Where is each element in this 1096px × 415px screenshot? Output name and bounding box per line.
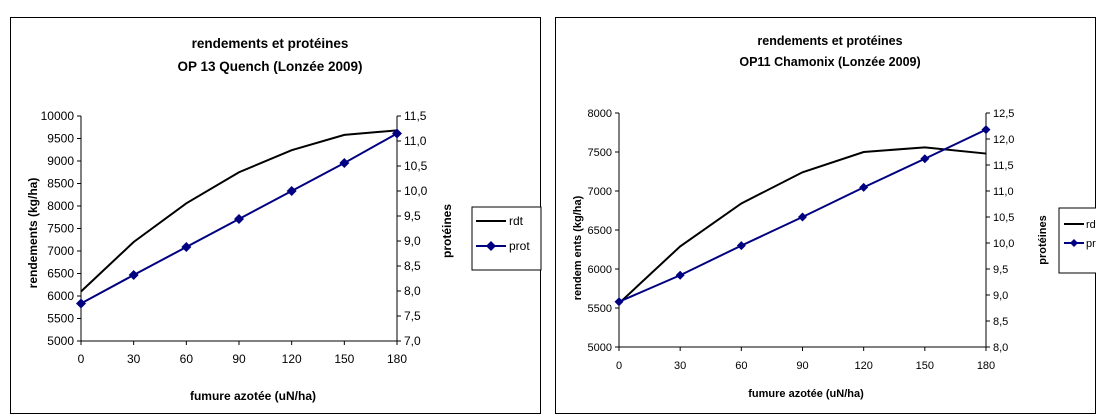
- y-tick-label: 5500: [588, 303, 612, 315]
- y2-tick-label: 10,5: [404, 159, 428, 173]
- legend-prot-marker: [486, 241, 496, 251]
- y2-tick-label: 12,5: [993, 108, 1014, 120]
- y2-tick-label: 7,5: [404, 309, 421, 323]
- data-point-prot: [181, 242, 192, 252]
- y-tick-label: 9500: [47, 132, 74, 146]
- x-tick-label: 90: [232, 352, 246, 366]
- chart-panel-quench: rendements et protéines OP 13 Quench (Lo…: [10, 17, 542, 414]
- data-point-prot: [675, 270, 685, 280]
- y-axis-label: rendem ents (kg/ha): [572, 195, 584, 300]
- y-tick-label: 10000: [41, 109, 75, 123]
- y-tick-label: 5500: [47, 312, 74, 326]
- legend-prot-label: prot: [1086, 238, 1096, 250]
- y2-axis-label: protéines: [440, 204, 454, 258]
- data-point-prot: [736, 241, 746, 251]
- y2-tick-label: 10,0: [404, 184, 428, 198]
- x-tick-label: 30: [127, 352, 141, 366]
- legend-box: [1058, 207, 1096, 274]
- y2-tick-label: 9,5: [404, 209, 421, 223]
- data-point-prot: [234, 214, 244, 224]
- data-point-prot: [286, 186, 297, 196]
- y2-tick-label: 9,0: [993, 290, 1008, 302]
- y2-tick-label: 8,5: [993, 316, 1008, 328]
- chart-chamonix: rendements et protéines OP11 Chamonix (L…: [572, 34, 1096, 400]
- x-tick-label: 120: [854, 360, 872, 372]
- data-point-prot: [798, 212, 807, 222]
- y-tick-label: 9000: [47, 154, 74, 168]
- legend-prot-label: prot: [509, 239, 530, 253]
- legend-box: [471, 206, 542, 271]
- y2-tick-label: 7,0: [404, 334, 421, 348]
- y2-axis-label: protéines: [1037, 215, 1049, 265]
- y-tick-label: 8500: [47, 177, 74, 191]
- y2-tick-label: 11,5: [404, 109, 427, 123]
- x-tick-label: 0: [78, 352, 85, 366]
- y-tick-label: 7000: [47, 244, 74, 258]
- y2-tick-label: 12,0: [993, 134, 1014, 146]
- x-tick-label: 60: [180, 352, 194, 366]
- y-tick-label: 5000: [588, 342, 612, 354]
- y2-tick-label: 10,0: [993, 238, 1014, 250]
- x-axis-label: fumure azotée (uN/ha): [748, 388, 864, 400]
- series-line-rdt: [618, 146, 987, 305]
- series-line-rdt: [80, 129, 398, 293]
- y-axis-label: rendements (kg/ha): [26, 178, 40, 289]
- x-tick-label: 180: [387, 352, 407, 366]
- y2-tick-label: 11,0: [993, 186, 1014, 198]
- y2-tick-label: 8,5: [404, 259, 421, 273]
- y-tick-label: 6000: [47, 289, 74, 303]
- data-point-prot: [920, 154, 930, 164]
- x-tick-label: 180: [977, 360, 995, 372]
- y-tick-label: 5000: [47, 334, 74, 348]
- y2-tick-label: 8,0: [993, 342, 1008, 354]
- y-tick-label: 7500: [588, 147, 612, 159]
- y-tick-label: 6500: [47, 267, 74, 281]
- y-tick-label: 7000: [588, 186, 612, 198]
- data-point-prot: [392, 128, 402, 139]
- x-axis-label: fumure azotée (uN/ha): [190, 389, 316, 403]
- chart-quench: rendements et protéines OP 13 Quench (Lo…: [26, 36, 542, 403]
- data-point-prot: [859, 182, 869, 192]
- x-tick-label: 0: [616, 360, 622, 372]
- y2-tick-label: 11,5: [993, 160, 1014, 172]
- y2-tick-label: 9,0: [404, 234, 421, 248]
- chart-subtitle: OP11 Chamonix (Lonzée 2009): [739, 55, 920, 69]
- y-tick-label: 8000: [588, 108, 612, 120]
- data-point-prot: [339, 158, 350, 168]
- y-tick-label: 6500: [588, 225, 612, 237]
- chart-title: rendements et protéines: [757, 34, 902, 48]
- y2-tick-label: 11,0: [404, 134, 427, 148]
- x-tick-label: 150: [916, 360, 934, 372]
- chart-title: rendements et protéines: [192, 36, 349, 51]
- data-point-prot: [614, 297, 624, 307]
- data-point-prot: [76, 298, 86, 309]
- y-tick-label: 7500: [47, 222, 74, 236]
- plot-area: 5000 5500 6000 6500 7000 7500 8000 8500 9000 9500…: [41, 109, 428, 366]
- y2-tick-label: 8,0: [404, 284, 421, 298]
- x-tick-label: 120: [282, 352, 302, 366]
- chart-subtitle: OP 13 Quench (Lonzée 2009): [177, 59, 362, 74]
- data-point-prot: [981, 125, 991, 135]
- chart-panel-chamonix: rendements et protéines OP11 Chamonix (L…: [555, 17, 1096, 414]
- legend-prot-marker: [1070, 239, 1078, 247]
- x-tick-label: 60: [735, 360, 747, 372]
- y2-tick-label: 9,5: [993, 264, 1008, 276]
- x-tick-label: 30: [674, 360, 686, 372]
- x-tick-label: 90: [796, 360, 808, 372]
- legend-rdt-label: rdt: [509, 214, 524, 228]
- data-point-prot: [128, 270, 139, 280]
- plot-area: 5000 5500 6000 6500 7000 7500 8000 8,0 8,5 9,0 9,5…: [588, 108, 1015, 372]
- y-tick-label: 8000: [47, 199, 74, 213]
- y2-tick-label: 10,5: [993, 212, 1014, 224]
- legend-rdt-label: rdt: [1086, 219, 1096, 231]
- y-tick-label: 6000: [588, 264, 612, 276]
- x-tick-label: 150: [334, 352, 354, 366]
